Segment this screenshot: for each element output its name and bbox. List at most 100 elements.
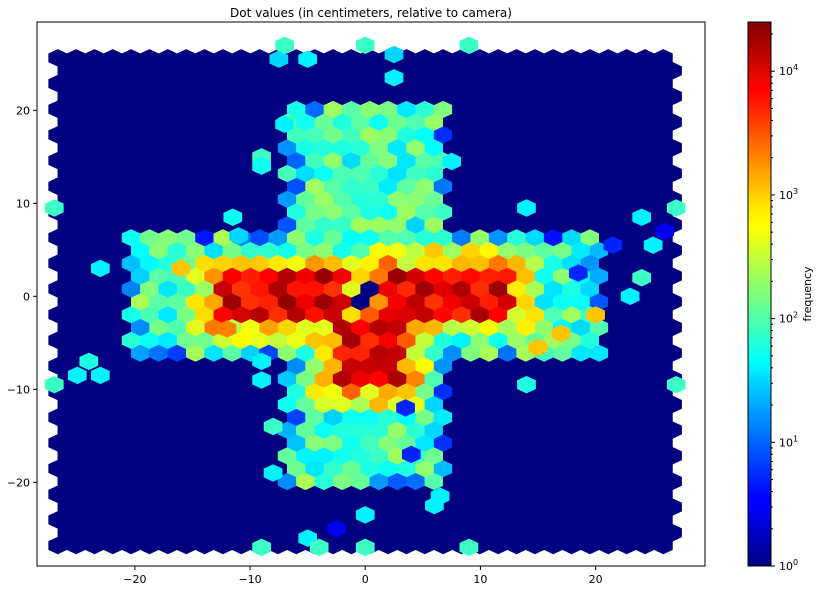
hex-cell bbox=[626, 164, 646, 183]
hex-cell bbox=[488, 203, 508, 221]
hex-cell bbox=[314, 498, 334, 516]
hex-cell bbox=[158, 511, 178, 529]
hex-cell bbox=[259, 318, 279, 337]
hex-cell bbox=[213, 434, 233, 452]
hex-cell bbox=[176, 357, 196, 375]
hex-cell bbox=[250, 331, 269, 349]
hex-cell bbox=[433, 459, 453, 478]
hex-cell bbox=[241, 446, 260, 465]
hex-cell bbox=[598, 177, 618, 195]
hex-cell bbox=[231, 357, 251, 375]
hex-cell bbox=[323, 100, 343, 118]
hex-cell bbox=[644, 62, 664, 80]
hex-cell bbox=[479, 292, 499, 311]
hex-cell bbox=[397, 331, 416, 349]
hex-cell bbox=[121, 49, 141, 67]
hex-cell bbox=[48, 254, 68, 272]
hex-cell bbox=[268, 382, 288, 401]
hex-cell bbox=[369, 472, 389, 491]
hex-cell bbox=[507, 151, 526, 170]
hex-cell bbox=[204, 164, 224, 183]
hex-cell bbox=[387, 472, 407, 491]
hex-cell bbox=[167, 523, 187, 542]
hex-cell bbox=[130, 267, 150, 285]
hex-cell bbox=[488, 382, 508, 401]
hex-cell bbox=[112, 190, 132, 208]
hex-cell bbox=[130, 164, 150, 183]
hex-cell bbox=[562, 100, 581, 118]
hex-cell bbox=[342, 280, 361, 298]
hex-cell bbox=[286, 357, 306, 375]
hex-cell bbox=[525, 485, 545, 503]
hex-cell bbox=[186, 267, 205, 285]
hex-cell bbox=[286, 151, 306, 170]
hex-cell bbox=[121, 331, 141, 349]
hex-cell-outlier bbox=[355, 506, 375, 524]
hex-cell bbox=[442, 421, 462, 439]
hex-cell bbox=[332, 369, 352, 388]
hex-cell-outlier bbox=[252, 371, 271, 389]
hex-cell bbox=[305, 485, 325, 503]
hex-cell bbox=[222, 369, 242, 388]
plot-frame bbox=[36, 21, 706, 567]
hex-cell bbox=[112, 292, 132, 311]
hex-cell bbox=[66, 280, 86, 298]
hex-cell bbox=[277, 446, 297, 465]
hex-cell bbox=[140, 434, 159, 452]
hex-cell bbox=[277, 216, 297, 234]
hex-cell bbox=[176, 305, 196, 324]
hex-cell bbox=[406, 498, 425, 516]
hex-cell bbox=[498, 344, 517, 362]
hex-cell bbox=[488, 254, 508, 272]
hex-cell bbox=[57, 164, 77, 183]
hex-cell bbox=[360, 280, 380, 298]
hex-cell bbox=[516, 267, 536, 285]
hex-cell bbox=[433, 254, 453, 272]
hex-cell bbox=[277, 139, 297, 157]
hex-cell bbox=[635, 74, 655, 93]
hex-cell bbox=[140, 228, 159, 247]
hex-cell bbox=[103, 100, 123, 118]
hex-cell bbox=[534, 139, 554, 157]
hex-cell bbox=[176, 49, 196, 67]
hex-cell bbox=[433, 434, 453, 452]
hex-cell bbox=[525, 151, 545, 170]
hex-cell bbox=[112, 395, 132, 414]
hex-cell bbox=[112, 87, 132, 106]
hex-cell bbox=[48, 485, 68, 503]
hex-cell bbox=[562, 408, 581, 426]
hex-cell bbox=[222, 164, 242, 183]
hex-cell bbox=[534, 267, 554, 285]
hex-cell bbox=[488, 305, 508, 324]
hex-cell bbox=[461, 421, 481, 439]
hex-cell bbox=[296, 216, 315, 234]
hex-cell bbox=[323, 434, 343, 452]
hex-cell bbox=[213, 408, 233, 426]
hex-cell bbox=[149, 62, 169, 80]
hex-cell bbox=[470, 228, 490, 247]
hex-cell bbox=[617, 177, 637, 195]
hex-cell bbox=[103, 74, 123, 93]
hex-cell bbox=[204, 344, 224, 362]
hex-cell bbox=[360, 203, 380, 221]
hex-cell bbox=[626, 344, 646, 362]
hex-cell bbox=[241, 62, 260, 80]
hex-cell bbox=[286, 74, 306, 93]
hex-cell bbox=[314, 292, 334, 311]
hex-cell bbox=[277, 395, 297, 414]
hex-cell bbox=[663, 421, 682, 439]
hex-cell bbox=[296, 472, 315, 491]
hex-cell bbox=[571, 113, 591, 131]
hex-cell bbox=[387, 344, 407, 362]
hex-cell bbox=[332, 421, 352, 439]
hex-cell bbox=[305, 459, 325, 478]
hex-cell-outlier bbox=[666, 375, 686, 394]
hex-cell bbox=[442, 498, 462, 516]
hex-cell bbox=[635, 151, 655, 170]
hex-cell bbox=[57, 292, 77, 311]
hex-cell bbox=[442, 62, 462, 80]
hex-cell bbox=[195, 305, 214, 324]
hex-cell bbox=[424, 446, 444, 465]
hex-cell bbox=[75, 395, 95, 414]
hex-cell bbox=[112, 344, 132, 362]
